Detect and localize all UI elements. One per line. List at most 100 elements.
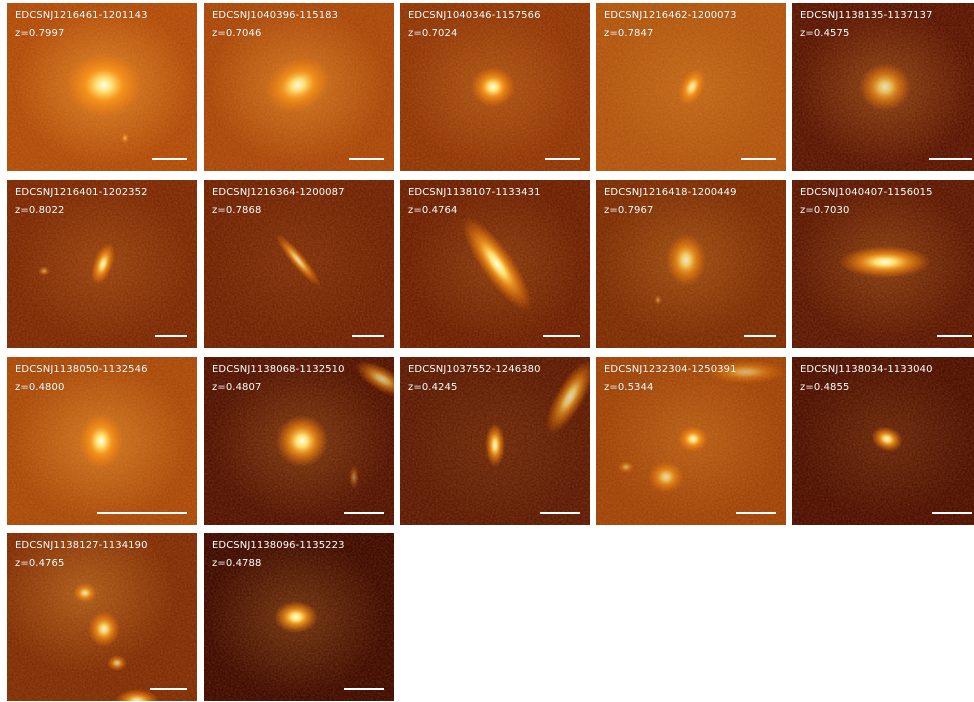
- galaxy-id-label: EDCSNJ1040407-1156015: [800, 187, 933, 198]
- galaxy-blob: [706, 360, 786, 384]
- scale-bar: [543, 335, 580, 337]
- galaxy-thumbnail: EDCSNJ1216461-1201143 z=0.7997: [7, 3, 197, 171]
- galaxy-thumbnail: EDCSNJ1216364-1200087 z=0.7868: [204, 180, 394, 348]
- scale-bar: [736, 512, 776, 514]
- scale-bar: [150, 688, 187, 690]
- galaxy-id-label: EDCSNJ1138135-1137137: [800, 10, 933, 21]
- galaxy-id-label: EDCSNJ1216401-1202352: [15, 187, 148, 198]
- galaxy-thumbnail: EDCSNJ1037552-1246380 z=0.4245: [400, 357, 590, 525]
- galaxy-blob: [73, 583, 97, 603]
- galaxy-blob: [871, 426, 903, 452]
- galaxy-image: [792, 3, 974, 171]
- galaxy-blob: [462, 217, 532, 311]
- redshift-label: z=0.7868: [212, 205, 262, 216]
- galaxy-thumbnail: EDCSNJ1138050-1132546 z=0.4800: [7, 357, 197, 525]
- galaxy-blob: [79, 413, 123, 469]
- galaxy-blob: [276, 415, 328, 467]
- galaxy-blob: [275, 233, 321, 287]
- galaxy-image: [204, 180, 394, 348]
- galaxy-id-label: EDCSNJ1216462-1200073: [604, 10, 737, 21]
- galaxy-id-label: EDCSNJ1138107-1133431: [408, 187, 541, 198]
- galaxy-thumbnail: EDCSNJ1138034-1133040 z=0.4855: [792, 357, 974, 525]
- scale-bar: [155, 335, 187, 337]
- redshift-label: z=0.8022: [15, 205, 65, 216]
- galaxy-id-label: EDCSNJ1232304-1250391: [604, 364, 737, 375]
- redshift-label: z=0.7847: [604, 28, 654, 39]
- galaxy-id-label: EDCSNJ1138068-1132510: [212, 364, 345, 375]
- redshift-label: z=0.4575: [800, 28, 850, 39]
- redshift-label: z=0.4807: [212, 382, 262, 393]
- galaxy-blob: [618, 461, 634, 473]
- galaxy-blob: [107, 655, 127, 671]
- galaxy-blob: [115, 689, 159, 701]
- galaxy-image: [7, 3, 197, 171]
- galaxy-blob: [545, 359, 590, 435]
- galaxy-blob: [66, 53, 142, 117]
- galaxy-id-label: EDCSNJ1040396-115183: [212, 10, 339, 21]
- scale-bar: [540, 512, 580, 514]
- galaxy-image: [596, 3, 786, 171]
- galaxy-blob: [839, 246, 931, 278]
- galaxy-blob: [38, 266, 50, 276]
- galaxy-blob: [654, 295, 662, 305]
- galaxy-thumbnail: EDCSNJ1216418-1200449 z=0.7967: [596, 180, 786, 348]
- redshift-label: z=0.4788: [212, 558, 262, 569]
- scale-bar: [932, 512, 972, 514]
- galaxy-image: [7, 533, 197, 701]
- galaxy-blob: [121, 132, 129, 144]
- galaxy-id-label: EDCSNJ1138034-1133040: [800, 364, 933, 375]
- galaxy-id-label: EDCSNJ1138096-1135223: [212, 540, 345, 551]
- galaxy-image: [792, 180, 974, 348]
- galaxy-blob: [349, 465, 359, 489]
- scale-bar: [344, 688, 384, 690]
- galaxy-thumbnail: EDCSNJ1138127-1134190 z=0.4765: [7, 533, 197, 701]
- scale-bar: [545, 158, 580, 160]
- scale-bar: [352, 335, 384, 337]
- redshift-label: z=0.4245: [408, 382, 458, 393]
- galaxy-thumbnail: EDCSNJ1232304-1250391 z=0.5344: [596, 357, 786, 525]
- redshift-label: z=0.4855: [800, 382, 850, 393]
- galaxy-image: [204, 3, 394, 171]
- redshift-label: z=0.4800: [15, 382, 65, 393]
- scale-bar: [744, 335, 776, 337]
- galaxy-image: [596, 357, 786, 525]
- galaxy-blob: [88, 611, 120, 647]
- galaxy-id-label: EDCSNJ1216364-1200087: [212, 187, 345, 198]
- galaxy-blob: [274, 601, 318, 633]
- galaxy-thumbnail: EDCSNJ1040346-1157566 z=0.7024: [400, 3, 590, 171]
- scale-bar: [741, 158, 776, 160]
- galaxy-blob: [90, 243, 116, 285]
- galaxy-image: [204, 357, 394, 525]
- galaxy-image: [7, 180, 197, 348]
- galaxy-thumbnail: EDCSNJ1216401-1202352 z=0.8022: [7, 180, 197, 348]
- galaxy-thumbnail: EDCSNJ1138107-1133431 z=0.4764: [400, 180, 590, 348]
- redshift-label: z=0.5344: [604, 382, 654, 393]
- galaxy-image: [400, 180, 590, 348]
- galaxy-blob: [678, 68, 706, 106]
- galaxy-thumbnail: EDCSNJ1040407-1156015 z=0.7030: [792, 180, 974, 348]
- galaxy-image: [596, 180, 786, 348]
- galaxy-image: [7, 357, 197, 525]
- galaxy-blob: [355, 360, 394, 398]
- galaxy-thumbnail: EDCSNJ1138135-1137137 z=0.4575: [792, 3, 974, 171]
- scale-bar: [937, 335, 972, 337]
- scale-bar: [152, 158, 187, 160]
- galaxy-image: [204, 533, 394, 701]
- redshift-label: z=0.7997: [15, 28, 65, 39]
- galaxy-id-label: EDCSNJ1138050-1132546: [15, 364, 148, 375]
- galaxy-blob: [666, 234, 706, 286]
- galaxy-blob: [859, 63, 911, 111]
- galaxy-blob: [678, 426, 708, 452]
- galaxy-id-label: EDCSNJ1216418-1200449: [604, 187, 737, 198]
- redshift-label: z=0.4764: [408, 205, 458, 216]
- redshift-label: z=0.7967: [604, 205, 654, 216]
- galaxy-thumbnail: EDCSNJ1138068-1132510 z=0.4807: [204, 357, 394, 525]
- galaxy-image: [792, 357, 974, 525]
- galaxy-thumbnail: EDCSNJ1216462-1200073 z=0.7847: [596, 3, 786, 171]
- redshift-label: z=0.7046: [212, 28, 262, 39]
- redshift-label: z=0.7030: [800, 205, 850, 216]
- scale-bar: [349, 158, 384, 160]
- scale-bar: [97, 512, 187, 514]
- scale-bar: [344, 512, 384, 514]
- galaxy-blob: [648, 461, 684, 493]
